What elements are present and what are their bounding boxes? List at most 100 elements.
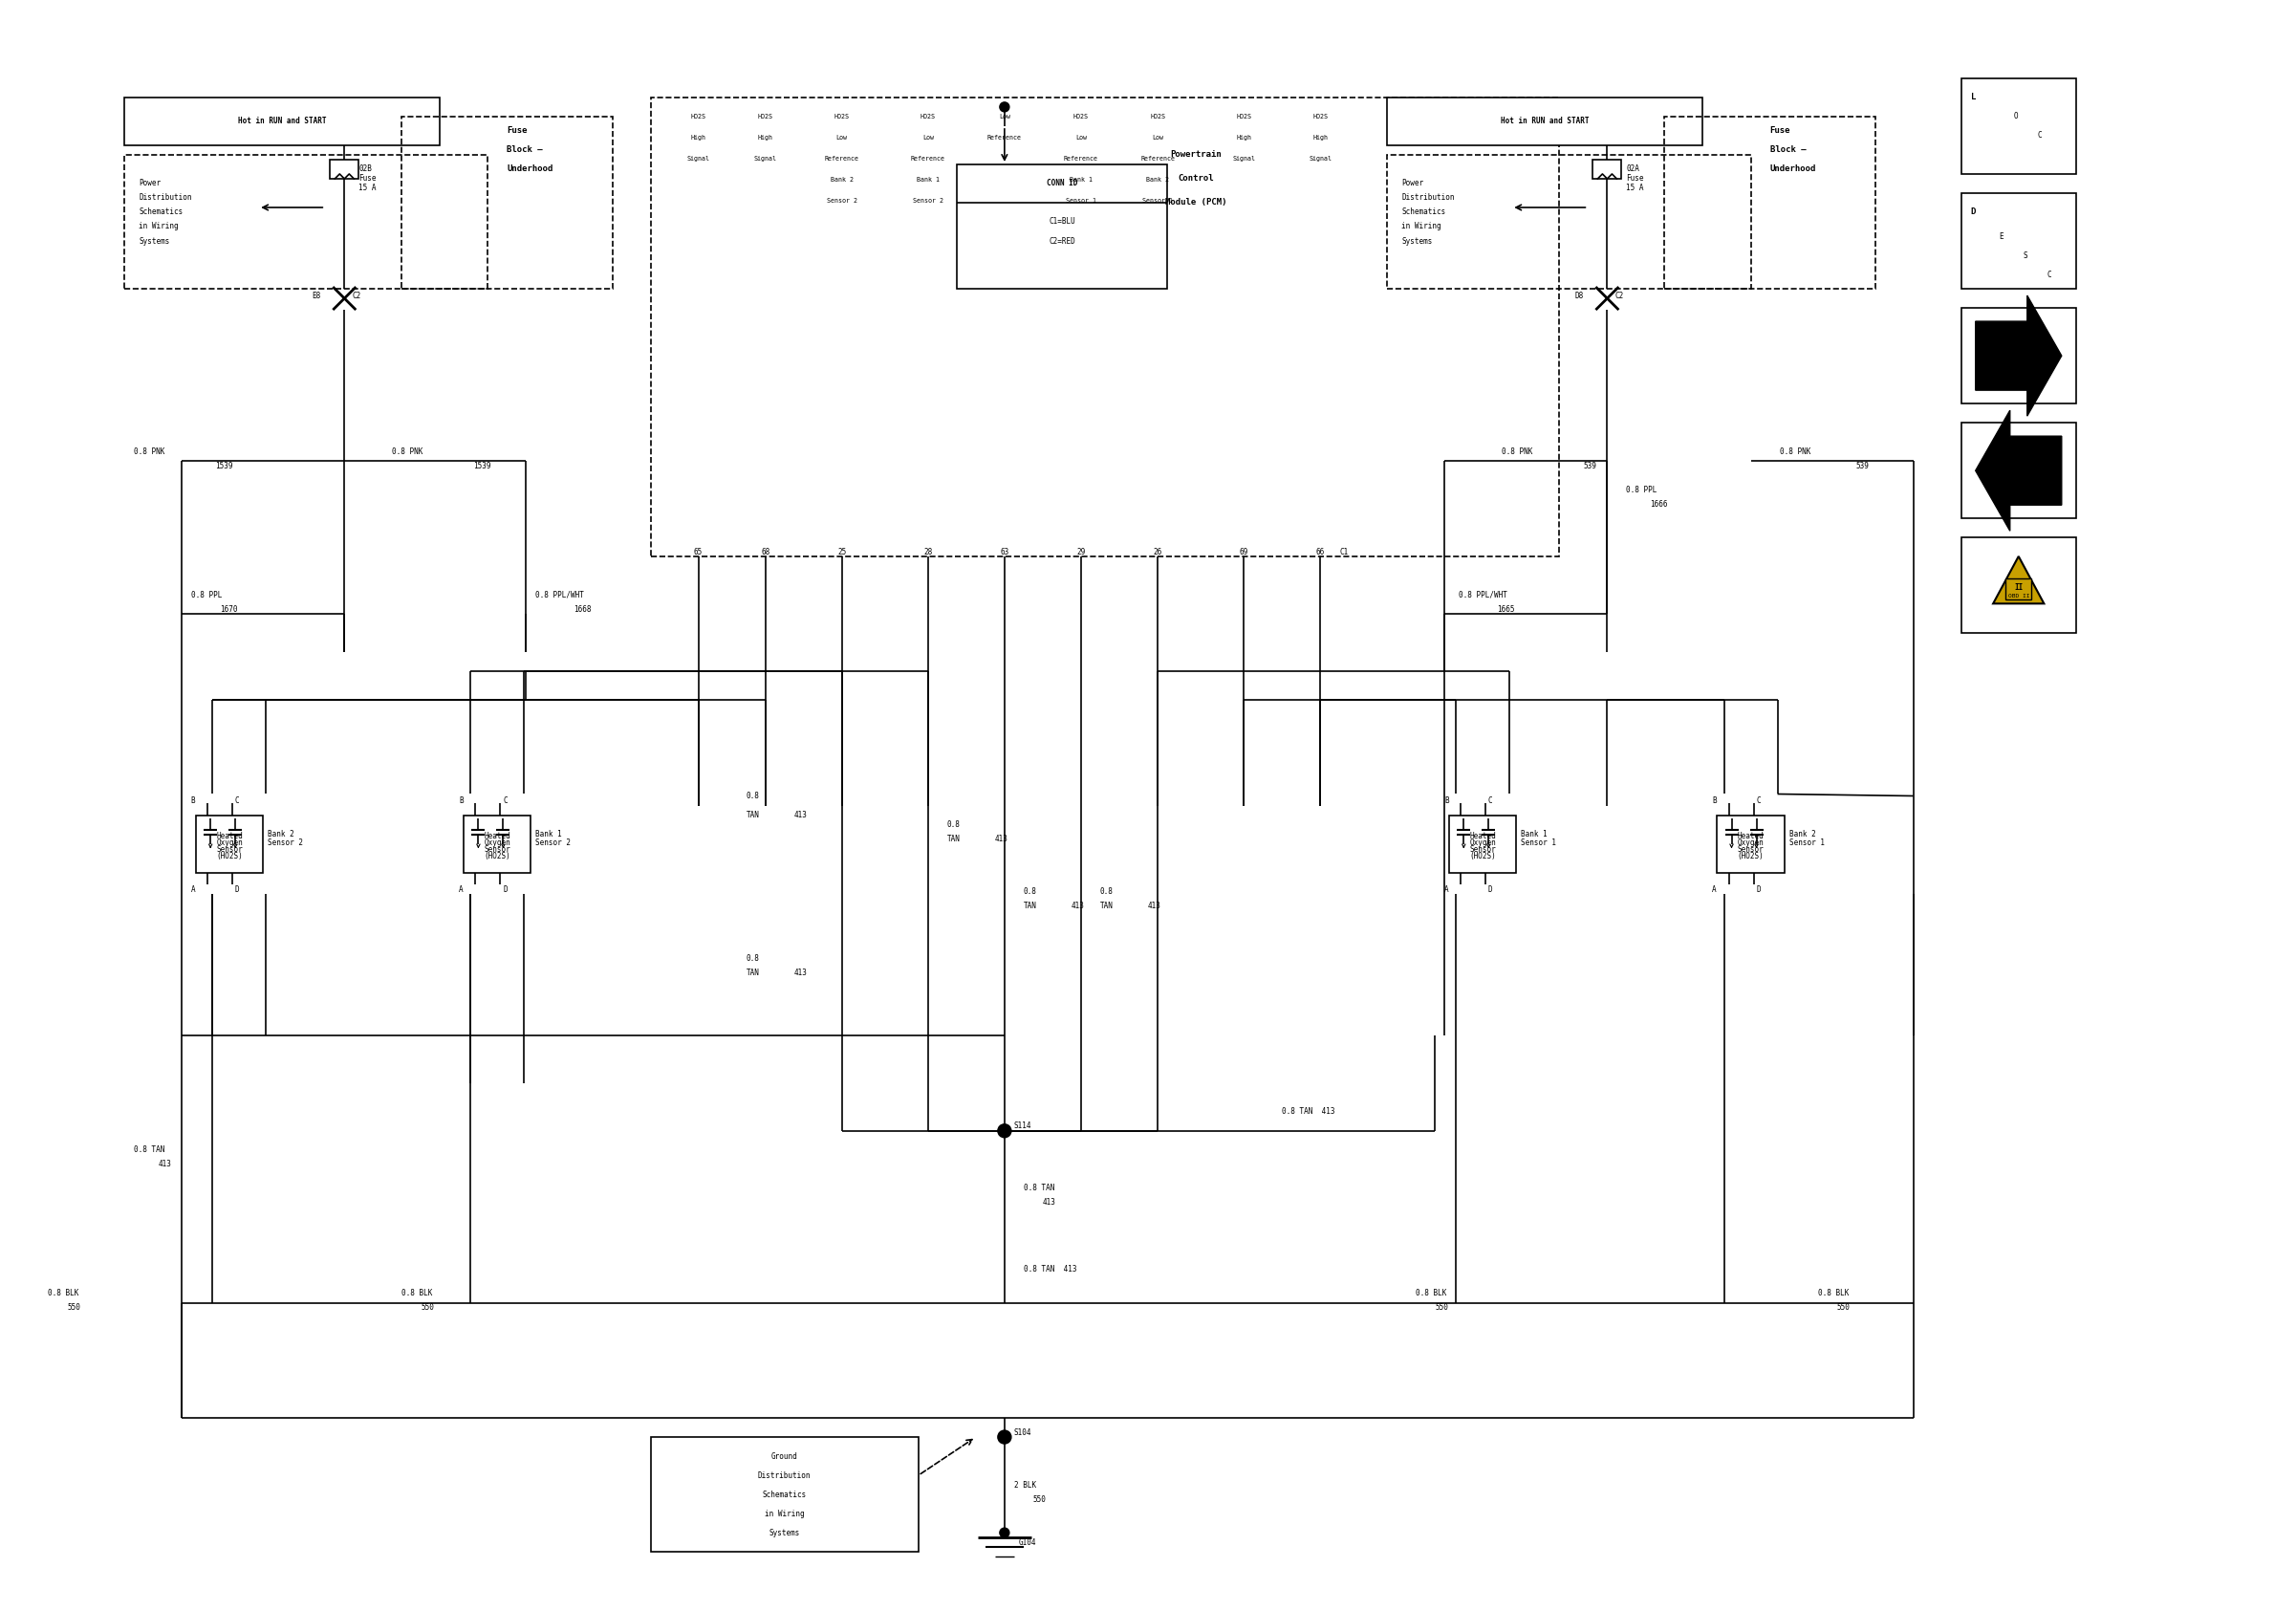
Text: C: C <box>503 796 507 806</box>
Bar <box>1449 815 1515 873</box>
Text: Distribution: Distribution <box>138 193 193 203</box>
Text: D8: D8 <box>1575 292 1584 300</box>
Text: 15 A: 15 A <box>1626 184 1644 193</box>
Text: C: C <box>2048 271 2053 279</box>
Text: Sensor 2: Sensor 2 <box>535 838 572 847</box>
Text: 65: 65 <box>693 548 703 556</box>
Text: HO2S: HO2S <box>1235 114 1251 119</box>
Bar <box>195 815 264 873</box>
Polygon shape <box>1975 411 2062 532</box>
Text: 0.8 PPL: 0.8 PPL <box>191 591 223 599</box>
Text: 539: 539 <box>1855 461 1869 470</box>
Text: 0.8 PPL/WHT: 0.8 PPL/WHT <box>535 591 585 599</box>
Bar <box>1961 193 2076 288</box>
Text: (HO2S): (HO2S) <box>216 852 243 860</box>
Text: Schematics: Schematics <box>138 208 184 216</box>
Text: Signal: Signal <box>1233 156 1256 161</box>
Text: Sensor 1: Sensor 1 <box>1143 198 1173 203</box>
Text: Underhood: Underhood <box>507 164 553 174</box>
Text: Schematics: Schematics <box>762 1490 806 1498</box>
Text: Fuse: Fuse <box>1770 127 1791 135</box>
Text: S: S <box>2023 251 2027 259</box>
Text: 413: 413 <box>1148 902 1162 910</box>
Text: C: C <box>1488 796 1492 806</box>
Text: Power: Power <box>138 179 161 188</box>
Bar <box>1961 538 2076 633</box>
Text: 413: 413 <box>794 810 808 820</box>
Text: 63: 63 <box>1001 548 1008 556</box>
Text: Power: Power <box>1401 179 1424 188</box>
Text: 413: 413 <box>158 1160 172 1168</box>
Text: High: High <box>691 135 705 140</box>
Text: Module (PCM): Module (PCM) <box>1164 198 1226 206</box>
Text: HO2S: HO2S <box>758 114 774 119</box>
Text: A: A <box>1713 886 1717 894</box>
Text: 550: 550 <box>1837 1303 1851 1313</box>
Text: 413: 413 <box>1072 902 1084 910</box>
Text: 0.8 PPL: 0.8 PPL <box>1626 485 1658 495</box>
Text: 0.8 BLK: 0.8 BLK <box>402 1289 432 1298</box>
Text: (HO2S): (HO2S) <box>484 852 510 860</box>
Text: Oxygen: Oxygen <box>484 838 510 847</box>
Text: HO2S: HO2S <box>691 114 705 119</box>
Text: S104: S104 <box>1015 1427 1031 1437</box>
Text: C: C <box>2039 132 2041 140</box>
Text: 26: 26 <box>1153 548 1162 556</box>
Text: D: D <box>1756 886 1761 894</box>
Text: 1668: 1668 <box>574 606 592 614</box>
Bar <box>957 164 1166 288</box>
Text: 29: 29 <box>1077 548 1086 556</box>
Bar <box>1961 422 2076 519</box>
Text: 550: 550 <box>1033 1495 1047 1503</box>
Text: 69: 69 <box>1240 548 1249 556</box>
Text: Ground: Ground <box>771 1452 797 1461</box>
Text: Bank 1: Bank 1 <box>1070 177 1093 182</box>
Text: Control: Control <box>1178 174 1215 184</box>
Text: 0.8 PPL/WHT: 0.8 PPL/WHT <box>1458 591 1508 599</box>
Text: 66: 66 <box>1316 548 1325 556</box>
Text: Signal: Signal <box>1309 156 1332 161</box>
Bar <box>1387 97 1704 145</box>
Text: Signal: Signal <box>753 156 776 161</box>
Bar <box>331 159 358 179</box>
Text: TAN: TAN <box>746 810 760 820</box>
Text: Sensor 2: Sensor 2 <box>269 838 303 847</box>
Text: (HO2S): (HO2S) <box>1469 852 1497 860</box>
Text: (HO2S): (HO2S) <box>1738 852 1763 860</box>
Text: B: B <box>1444 796 1449 806</box>
Text: Distribution: Distribution <box>1401 193 1456 203</box>
Text: Reference: Reference <box>912 156 946 161</box>
Text: 413: 413 <box>994 834 1008 843</box>
Text: Reference: Reference <box>1063 156 1097 161</box>
Text: 0.8: 0.8 <box>746 791 760 801</box>
Text: in Wiring: in Wiring <box>765 1510 804 1518</box>
Text: Low: Low <box>1075 135 1086 140</box>
Text: Sensor: Sensor <box>1738 846 1763 854</box>
Bar <box>402 116 613 288</box>
Text: E8: E8 <box>312 292 321 300</box>
Text: 2 BLK: 2 BLK <box>1015 1481 1035 1489</box>
Text: 1670: 1670 <box>220 606 239 614</box>
Text: B: B <box>191 796 195 806</box>
Text: 550: 550 <box>1435 1303 1449 1313</box>
Bar <box>1961 79 2076 174</box>
Text: Bank 2: Bank 2 <box>269 830 294 838</box>
Text: D: D <box>503 886 507 894</box>
Polygon shape <box>1993 556 2043 604</box>
Text: 0.8 TAN  413: 0.8 TAN 413 <box>1024 1265 1077 1274</box>
Text: HO2S: HO2S <box>1150 114 1164 119</box>
Text: 0.8 PNK: 0.8 PNK <box>1502 448 1534 456</box>
Text: Reference: Reference <box>824 156 859 161</box>
Text: Hot in RUN and START: Hot in RUN and START <box>239 118 326 126</box>
Text: 0.8 BLK: 0.8 BLK <box>48 1289 78 1298</box>
Text: C2: C2 <box>1614 292 1623 300</box>
Text: 0.8: 0.8 <box>1024 888 1038 896</box>
Text: Underhood: Underhood <box>1770 164 1816 174</box>
Text: in Wiring: in Wiring <box>138 222 179 230</box>
Text: High: High <box>1235 135 1251 140</box>
Text: Bank 1: Bank 1 <box>1520 830 1548 838</box>
Text: Low: Low <box>1153 135 1164 140</box>
Text: B: B <box>459 796 464 806</box>
Text: Systems: Systems <box>138 237 170 245</box>
Circle shape <box>999 101 1010 111</box>
